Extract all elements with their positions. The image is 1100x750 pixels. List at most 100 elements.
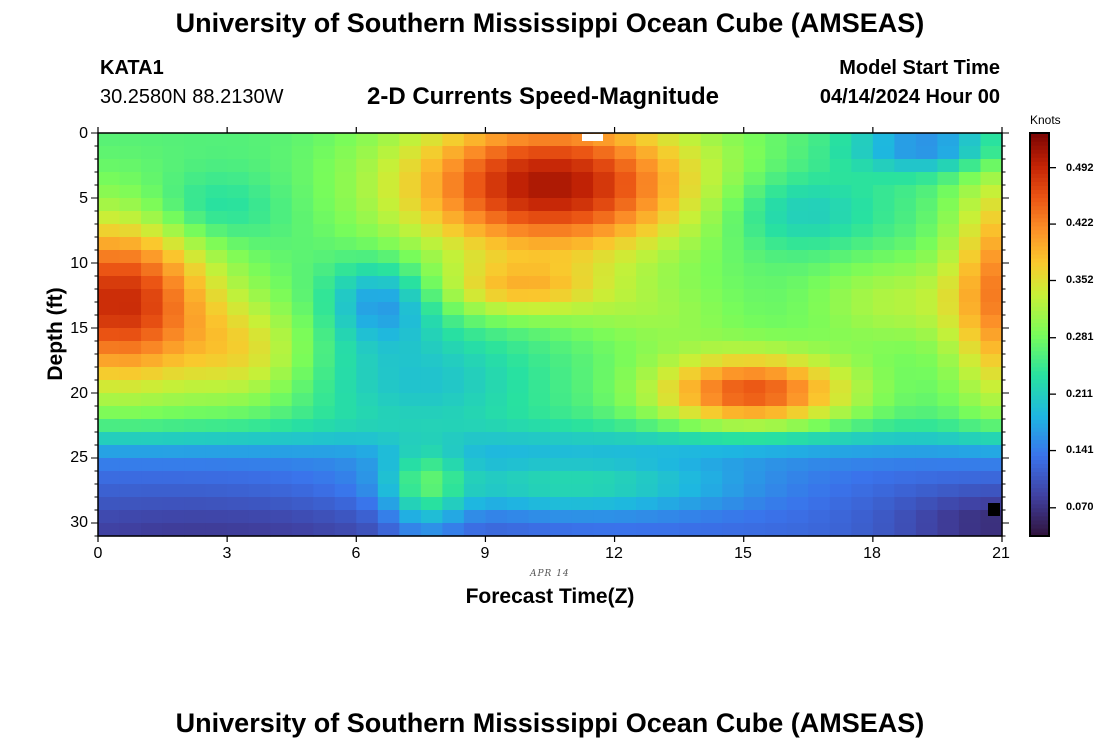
heatmap-cell (291, 458, 314, 472)
heatmap-cell (334, 341, 357, 355)
heatmap-cell (141, 224, 164, 238)
heatmap-cell (550, 432, 573, 446)
heatmap-cell (463, 484, 487, 498)
heatmap-cell (700, 198, 723, 212)
heatmap-cell (442, 510, 465, 524)
heatmap-cell (829, 406, 852, 420)
heatmap-cell (291, 159, 314, 173)
heatmap-cell (528, 172, 551, 186)
heatmap-cell (808, 471, 831, 485)
heatmap-cell (722, 315, 745, 329)
heatmap-cell (442, 250, 465, 264)
heatmap-cell (270, 159, 293, 173)
heatmap-cell (571, 276, 594, 290)
heatmap-cell (205, 523, 228, 537)
heatmap-cell (399, 276, 422, 290)
heatmap-cell (291, 263, 314, 277)
heatmap-cell (506, 211, 530, 225)
heatmap-cell (399, 445, 422, 459)
heatmap-cell (743, 419, 766, 433)
colorbar-strip (1030, 370, 1049, 376)
heatmap-cell (205, 237, 228, 251)
heatmap-cell (248, 146, 271, 160)
heatmap-cell (657, 263, 680, 277)
heatmap-cell (227, 263, 250, 277)
heatmap-cell (614, 250, 637, 264)
heatmap-cell (184, 484, 207, 498)
heatmap-cell (119, 250, 142, 264)
heatmap-cell (614, 510, 637, 524)
heatmap-cell (657, 458, 680, 472)
heatmap-cell (141, 523, 164, 537)
heatmap-cell (894, 211, 917, 225)
heatmap-cell (894, 380, 917, 394)
heatmap-cell (550, 419, 573, 433)
heatmap-cell (657, 159, 680, 173)
heatmap-cell (141, 263, 164, 277)
heatmap-cell (291, 328, 314, 342)
heatmap-cell (205, 367, 228, 381)
heatmap-cell (851, 484, 874, 498)
heatmap-cell (506, 471, 530, 485)
heatmap-cell (679, 263, 702, 277)
heatmap-cell (334, 198, 357, 212)
heatmap-cell (980, 458, 1003, 472)
heatmap-cell (184, 341, 207, 355)
heatmap-cell (184, 224, 207, 238)
heatmap-cell (377, 276, 400, 290)
heatmap-cell (119, 354, 142, 368)
heatmap-cell (571, 146, 594, 160)
chart-title-top: University of Southern Mississippi Ocean… (175, 8, 925, 38)
heatmap-cell (980, 419, 1003, 433)
heatmap-cell (636, 289, 659, 303)
heatmap-cell (657, 315, 680, 329)
colorbar-tick-0492: 0.492 (1066, 162, 1094, 174)
heatmap-cell (657, 354, 680, 368)
heatmap-cell (291, 276, 314, 290)
heatmap-cell (829, 523, 852, 537)
heatmap-cell (571, 198, 594, 212)
heatmap-cell (463, 302, 487, 316)
heatmap-cell (528, 211, 551, 225)
heatmap-cell (958, 458, 982, 472)
heatmap-cell (765, 510, 788, 524)
heatmap-cell (399, 315, 422, 329)
heatmap-cell (184, 263, 207, 277)
heatmap-cell (270, 146, 293, 160)
heatmap-cell (291, 315, 314, 329)
heatmap-cell (162, 341, 185, 355)
colorbar-strip (1030, 330, 1049, 336)
heatmap-cell (700, 471, 723, 485)
heatmap-cell (141, 367, 164, 381)
heatmap-cell (679, 133, 702, 147)
heatmap-cell (657, 302, 680, 316)
heatmap-cell (377, 263, 400, 277)
heatmap-cell (291, 393, 314, 407)
heatmap-cell (463, 146, 487, 160)
heatmap-cell (162, 146, 185, 160)
heatmap-cell (980, 380, 1003, 394)
heatmap-cell (377, 315, 400, 329)
heatmap-cell (679, 419, 702, 433)
heatmap-cell (851, 276, 874, 290)
heatmap-cell (463, 172, 487, 186)
heatmap-cell (485, 510, 508, 524)
heatmap-cell (851, 510, 874, 524)
heatmap-cell (958, 445, 982, 459)
heatmap-cell (506, 315, 530, 329)
heatmap-cell (657, 380, 680, 394)
heatmap-cell (872, 198, 895, 212)
heatmap-cell (636, 159, 659, 173)
heatmap-cell (377, 406, 400, 420)
heatmap-cell (506, 458, 530, 472)
heatmap-cell (700, 224, 723, 238)
heatmap-cell (485, 328, 508, 342)
heatmap-cell (958, 406, 982, 420)
heatmap-cell (420, 224, 443, 238)
heatmap-cell (485, 341, 508, 355)
heatmap-cell (958, 510, 982, 524)
heatmap-cell (420, 133, 443, 147)
heatmap-cell (184, 367, 207, 381)
heatmap-cell (808, 484, 831, 498)
heatmap-cell (162, 393, 185, 407)
